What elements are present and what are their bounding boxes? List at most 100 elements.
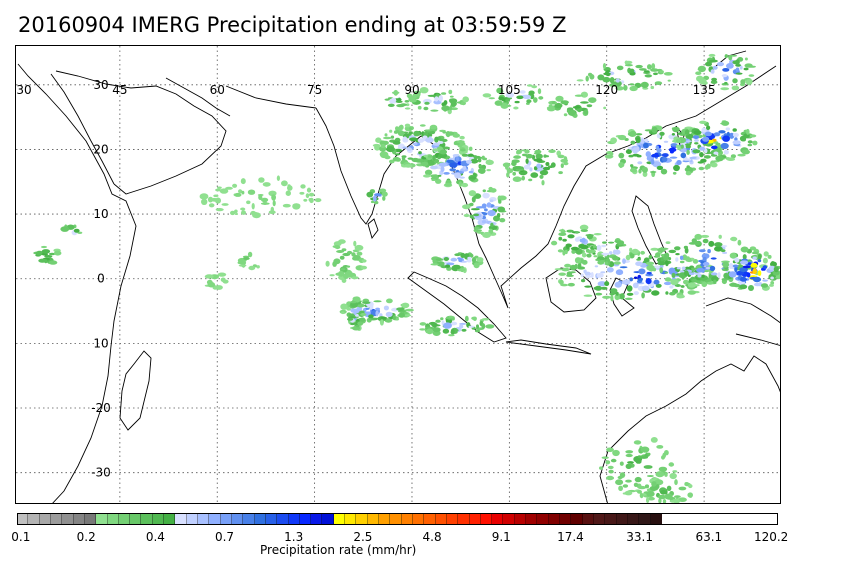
rain-cell (609, 83, 618, 87)
rain-cell (409, 98, 417, 103)
rain-cell (441, 102, 447, 107)
rain-cell (767, 254, 772, 259)
rain-cell (514, 166, 524, 170)
rain-cell (369, 304, 374, 310)
rain-cell (637, 485, 647, 490)
rain-cell (625, 254, 631, 261)
rain-cell (577, 236, 583, 239)
coast-java (505, 339, 592, 355)
colorbar-swatch (50, 513, 63, 525)
colorbar-swatch (356, 513, 368, 525)
rain-cell (602, 295, 611, 299)
rain-cell (600, 271, 606, 274)
colorbar-swatch (367, 513, 379, 525)
rain-cell (650, 158, 655, 165)
rain-cell (375, 310, 379, 317)
rain-cell (506, 172, 510, 178)
rain-cell (690, 267, 698, 271)
rain-cell (353, 296, 361, 303)
rain-cell (628, 146, 632, 150)
rain-cell (655, 283, 662, 288)
rain-cell (683, 245, 689, 249)
rain-cell (637, 455, 642, 459)
rain-cell (684, 247, 689, 254)
rain-cell (685, 171, 692, 176)
rain-cell (723, 272, 729, 279)
rain-cell (635, 459, 642, 464)
rain-cell (605, 460, 611, 465)
rain-cell (533, 158, 543, 162)
colorbar-swatch (311, 513, 323, 525)
rain-cell (659, 267, 664, 273)
colorbar-swatch (560, 513, 572, 525)
rain-cell (742, 273, 748, 277)
rain-cell (695, 71, 702, 75)
rain-cell (469, 176, 477, 180)
rain-cell (425, 330, 431, 334)
rain-cell (650, 85, 655, 90)
rain-cell (473, 213, 480, 217)
rain-cell (660, 257, 664, 263)
rain-cell (390, 97, 397, 103)
rain-cell (399, 124, 404, 130)
rain-cell (567, 110, 576, 116)
colorbar-swatch (288, 513, 300, 525)
rain-cell (651, 481, 657, 487)
rain-cell (201, 198, 208, 205)
rain-cell (469, 214, 474, 219)
rain-cell (522, 94, 532, 100)
rain-cell (60, 226, 70, 232)
rain-cell (379, 188, 387, 193)
rain-cell (366, 191, 374, 198)
rain-cell (718, 234, 722, 239)
rain-cell (673, 498, 681, 503)
rain-cell (663, 281, 672, 286)
rain-cell (763, 251, 769, 257)
rain-cell (468, 190, 477, 197)
rain-cell (382, 195, 386, 201)
rain-cell (44, 255, 53, 258)
rain-cell (732, 140, 741, 145)
rain-cell (636, 258, 641, 261)
rain-cell (392, 315, 396, 321)
coast-indochina (478, 65, 777, 309)
colorbar-swatch (130, 513, 142, 525)
rain-cell (655, 252, 661, 258)
rain-cell (732, 132, 739, 138)
rain-cell (587, 249, 596, 254)
rain-cell (346, 307, 352, 311)
rain-cell (593, 255, 598, 258)
rain-cell (643, 465, 653, 469)
rain-cell (356, 306, 363, 312)
rain-cell (683, 279, 689, 285)
rain-cell (458, 181, 462, 188)
rain-cell (453, 142, 460, 146)
rain-cell (412, 142, 418, 146)
rain-cell (604, 281, 610, 287)
rain-cell (505, 92, 515, 98)
rain-cell (73, 228, 80, 233)
rain-cell (698, 166, 705, 171)
rain-cell (551, 240, 558, 246)
rain-cell (276, 175, 280, 181)
rain-cell (380, 153, 389, 157)
rain-cell (533, 97, 538, 103)
rain-cell (397, 145, 402, 149)
rain-cell (638, 268, 646, 275)
rain-cell (305, 193, 310, 199)
rain-cell (547, 107, 556, 112)
rain-cell (672, 171, 677, 175)
colorbar-swatch (345, 513, 357, 525)
longitude-label: 90 (404, 83, 419, 97)
rain-cell (669, 285, 674, 289)
axis-labels: 30 45 60 75 90 105 120 135 30 20 10 0 10 -20 -30 (16, 78, 715, 480)
rain-cell (533, 166, 538, 171)
rain-cell (243, 257, 250, 260)
rain-cell (694, 233, 702, 240)
rain-cell (697, 273, 702, 278)
coast-sri-lanka (367, 218, 379, 239)
rain-cell (418, 151, 422, 155)
rain-cell (648, 272, 652, 275)
rain-cell (373, 300, 382, 303)
rain-cell (662, 499, 667, 503)
